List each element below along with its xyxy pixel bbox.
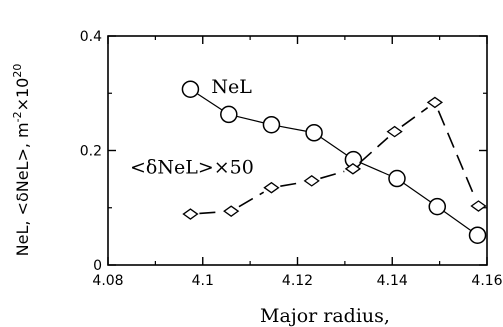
x-tick-label: 4.08 bbox=[92, 273, 123, 289]
nel-line-segment bbox=[403, 182, 432, 203]
y-tick-label: 0.4 bbox=[80, 29, 102, 45]
nel-point bbox=[220, 105, 238, 124]
x-axis-label: Major radius, bbox=[260, 305, 390, 327]
nel-series-label: NeL bbox=[211, 76, 252, 98]
delta-nel-point bbox=[386, 125, 403, 138]
nel-point bbox=[388, 169, 406, 188]
x-tick-label: 4.1 bbox=[192, 273, 214, 289]
nel-point bbox=[262, 115, 281, 134]
delta-nel-point bbox=[182, 208, 199, 220]
delta-nel-point bbox=[303, 175, 320, 187]
y-axis-label: NeL, <δNeL>, m-2×1020 bbox=[11, 64, 32, 257]
delta-nel-line-segment bbox=[320, 170, 345, 180]
y-axis-label-main: NeL, <δNeL>, m bbox=[13, 122, 32, 256]
delta-nel-series-label: <δNeL>×50 bbox=[130, 156, 254, 178]
delta-nel-line-segment bbox=[280, 181, 303, 187]
delta-nel-point bbox=[344, 163, 362, 175]
nel-point bbox=[428, 197, 447, 216]
x-tick-label: 4.12 bbox=[282, 273, 313, 289]
nel-line-segment bbox=[360, 162, 390, 176]
nel-line-segment bbox=[196, 93, 223, 111]
nel-point bbox=[181, 80, 200, 98]
delta-nel-line-segment bbox=[359, 137, 389, 164]
delta-nel-line-segment bbox=[437, 110, 476, 199]
y-axis-label-exp1: -2 bbox=[11, 111, 24, 122]
plot-frame bbox=[107, 35, 488, 266]
nel-point bbox=[305, 124, 323, 142]
nel-line-segment bbox=[320, 136, 348, 156]
nel-line-segment bbox=[443, 210, 472, 232]
x-tick-label: 4.16 bbox=[471, 273, 502, 289]
y-axis-label-exp2: 20 bbox=[11, 64, 24, 78]
y-tick-label: 0 bbox=[93, 258, 102, 274]
delta-nel-point bbox=[426, 96, 444, 109]
delta-nel-line-segment bbox=[401, 107, 429, 127]
y-axis-label-mult: ×10 bbox=[13, 78, 32, 112]
delta-nel-line-segment bbox=[199, 211, 223, 215]
y-tick-label: 0.2 bbox=[80, 144, 102, 160]
delta-nel-point bbox=[263, 181, 280, 194]
nel-line-segment bbox=[236, 115, 264, 124]
delta-nel-point bbox=[223, 205, 240, 217]
svg-text:NeL, <δNeL>, m-2×1020: NeL, <δNeL>, m-2×1020 bbox=[11, 64, 32, 257]
delta-nel-line-segment bbox=[238, 191, 265, 208]
nel-line-segment bbox=[279, 125, 307, 132]
delta-nel-point bbox=[470, 200, 487, 212]
x-tick-label: 4.14 bbox=[377, 273, 408, 289]
nel-point bbox=[468, 226, 487, 244]
